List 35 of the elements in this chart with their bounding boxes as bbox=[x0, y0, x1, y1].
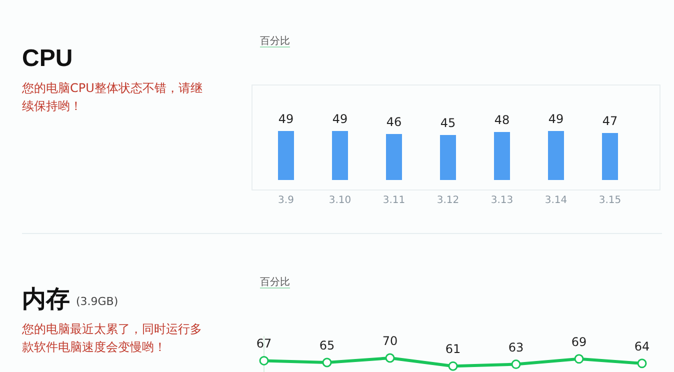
data-label: 49 bbox=[332, 112, 348, 126]
y-axis-title: 百分比 bbox=[260, 35, 290, 47]
x-tick-label: 3.14 bbox=[544, 195, 568, 206]
data-label: 63 bbox=[508, 340, 524, 354]
point bbox=[322, 358, 332, 368]
y-axis-title: 百分比 bbox=[260, 276, 290, 288]
text: (3.9GB) bbox=[76, 295, 118, 308]
data-label: 67 bbox=[256, 336, 272, 351]
data-label: 64 bbox=[634, 339, 650, 354]
data-label: 65 bbox=[319, 338, 335, 352]
x-tick-label: 3.11 bbox=[382, 195, 406, 206]
data-label: 70 bbox=[382, 334, 398, 348]
x-tick-label: 3.15 bbox=[598, 195, 622, 206]
x-tick-label: 3.12 bbox=[436, 195, 460, 206]
text: 您的电脑CPU整体状态不错，请继续保持哟！ bbox=[21, 81, 202, 113]
point bbox=[574, 354, 584, 364]
data-label: 49 bbox=[278, 112, 294, 126]
data-label: 48 bbox=[494, 113, 510, 127]
data-label: 46 bbox=[386, 115, 402, 129]
x-tick-label: 3.10 bbox=[328, 195, 352, 206]
data-label: 69 bbox=[571, 334, 587, 349]
data-label: 49 bbox=[548, 112, 564, 126]
text: 您的电脑最近太累了，同时运行多款软件电脑速度会变慢哟！ bbox=[21, 322, 202, 354]
point bbox=[448, 361, 458, 371]
text: 内存 bbox=[22, 286, 70, 313]
data-label: 45 bbox=[440, 116, 456, 130]
x-tick-label: 3.13 bbox=[490, 195, 514, 206]
point bbox=[637, 358, 647, 368]
data-label: 47 bbox=[602, 114, 618, 128]
point bbox=[385, 353, 395, 363]
data-label: 61 bbox=[445, 342, 461, 356]
x-tick-label: 3.9 bbox=[278, 195, 294, 206]
point bbox=[259, 356, 269, 366]
text: CPU bbox=[22, 45, 73, 72]
point bbox=[511, 360, 521, 370]
